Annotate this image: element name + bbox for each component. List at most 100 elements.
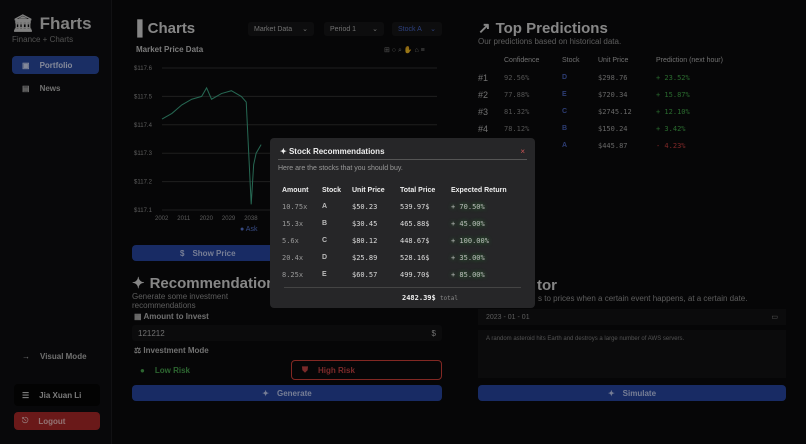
high-risk-option[interactable]: ⛊ High Risk [291,360,442,380]
legend-label: Ask [245,226,258,233]
chevron-down-icon: ⌄ [302,26,308,33]
market-data-select[interactable]: Market Data ⌄ [248,22,314,36]
th: Prediction (next hour) [656,57,723,64]
predictions-subtitle: Our predictions based on historical data… [478,37,622,46]
amount: 20.4x [282,253,304,262]
value: 121212 [138,328,165,338]
stock: A [562,142,568,149]
stock: E [562,91,567,98]
unit-price: $30.45 [352,219,378,228]
prediction-row: #2 77.88% E $720.34 + 15.87% [478,86,723,103]
prediction: + 15.87% [656,90,690,99]
stock: D [562,74,568,81]
visual-mode-button[interactable]: → Visual Mode [14,347,100,365]
th: Confidence [504,57,540,64]
th: Amount [282,186,309,194]
amount-label: ▦ Amount to Invest [134,312,209,321]
generate-button[interactable]: ✦ Generate [132,385,442,401]
th: Total Price [400,186,436,194]
date-input[interactable]: 2023 - 01 - 01 ▭ [478,309,786,325]
stock: D [322,254,328,261]
predictions-section: ↗ Top Predictions Our predictions based o… [478,19,723,154]
unit-price: $80.12 [352,236,378,245]
recommendation-row: 15.3x B $30.45 465.88$ + 45.00% [282,215,517,232]
ask-series-line[interactable] [161,86,262,205]
money-icon: ▦ [134,312,142,321]
close-icon[interactable]: × [520,147,525,156]
unit-price: $720.34 [598,90,628,99]
confidence: 78.12% [504,124,530,133]
newspaper-icon: ▤ [22,83,30,93]
chart-title: Market Price Data [136,45,204,54]
prediction-row: A $445.87 - 4.23% [478,137,723,154]
prediction-row: #1 92.56% D $298.76 + 23.52% [478,69,723,86]
prediction: - 4.23% [656,141,686,150]
th [478,52,504,69]
x-tick-label: 2029 [222,216,236,222]
amount: 10.75x [282,202,308,211]
sparkles-icon: ✦ [262,388,269,398]
recommendations-table: Amount Stock Unit Price Total Price Expected… [282,182,517,283]
user-name: Jia Xuan Li [39,390,82,400]
predictions-table: Confidence Stock Unit Price Prediction (nex… [478,52,723,154]
app-logo: 🏛 Fharts [12,14,99,34]
chart-legend[interactable]: ● Ask [240,226,258,233]
recommendation-row: 5.6x C $80.12 448.67$ + 100.00% [282,232,517,249]
value: Period 1 [330,25,357,33]
stock: A [322,203,328,210]
y-tick-label: $117.6 [134,66,153,72]
sparkles-icon: ✦ [132,275,145,292]
logout-button[interactable]: ⎋ Logout [14,412,100,430]
rank: #4 [478,123,489,134]
unit-price: $298.76 [598,73,628,82]
scale-icon: ⚖ [134,346,142,355]
simulate-button[interactable]: ✦ Simulate [478,385,786,401]
check-circle-icon: ● [140,365,145,375]
label: Amount to Invest [143,312,209,321]
total-price: 528.16$ [400,253,430,262]
label: Generate [277,388,312,398]
th: Stock [322,186,342,194]
sidebar-item-portfolio[interactable]: ▣ Portfolio [12,56,99,74]
prediction: + 3.42% [656,124,686,133]
modal-subtitle: Here are the stocks that you should buy. [278,165,403,172]
label: Logout [38,416,66,426]
shield-icon: ⛊ [302,365,308,374]
event-textarea[interactable]: A random asteroid hits Earth and destroy… [478,330,786,378]
unit-price: $50.23 [352,202,378,211]
chart-toolbar[interactable]: ⊞ ○ ⌕ ✋ ⌂ ≡ [384,47,425,54]
value: Market Data [254,25,293,33]
expected-return: + 70.50% [451,202,485,211]
total-label: total [439,295,458,302]
charts-title: ▐ Charts [132,20,195,37]
amount-input[interactable]: 121212 $ [132,325,442,341]
rank: #3 [478,106,489,117]
sidebar: 🏛 Fharts Finance + Charts ▣ Portfolio ▤ New… [0,0,112,444]
dollar-icon: $ [180,248,185,258]
stock: B [562,125,568,132]
expected-return: + 85.00% [451,270,485,279]
x-tick-label: 2011 [177,216,191,222]
stock-select[interactable]: Stock A ⌄ [392,22,442,36]
stock: B [322,220,328,227]
recommendations-title: ✦ Recommendations [132,274,284,293]
stock: E [322,271,327,278]
price-chart[interactable]: $117.6 $117.5 $117.4 $117.3 $117.2 $117.12002… [132,60,442,230]
label: News [39,83,61,93]
value: Stock A [398,25,422,33]
unit-price: $2745.12 [598,107,632,116]
y-tick-label: $117.2 [134,180,153,186]
sidebar-item-news[interactable]: ▤ News [12,79,99,97]
app-subtitle: Finance + Charts [12,35,74,44]
prediction-row: #3 81.32% C $2745.12 + 12.10% [478,103,723,120]
x-tick-label: 2038 [244,216,258,222]
expected-return: + 35.00% [451,253,485,262]
confidence: 77.88% [504,90,530,99]
recommendation-row: 8.25x E $60.57 499.70$ + 85.00% [282,266,517,283]
calendar-icon: ▭ [771,314,778,321]
period-select[interactable]: Period 1 ⌄ [324,22,384,36]
rank: #2 [478,89,489,100]
user-profile[interactable]: ☰ Jia Xuan Li [14,384,100,406]
th: Expected Return [451,186,507,194]
low-risk-option[interactable]: ● Low Risk [132,361,284,379]
